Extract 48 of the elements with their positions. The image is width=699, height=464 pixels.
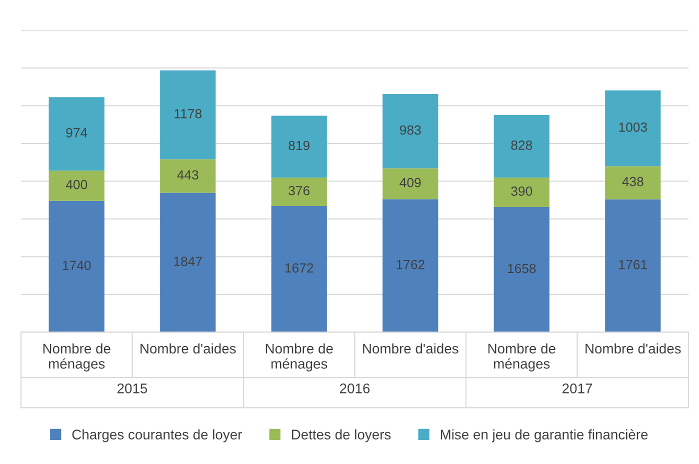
bar bbox=[271, 206, 327, 332]
data-label: 443 bbox=[177, 170, 198, 180]
bar bbox=[382, 199, 438, 332]
bar bbox=[48, 170, 104, 201]
bar bbox=[48, 97, 104, 171]
x-tick-label: Nombre de ménages bbox=[488, 343, 556, 372]
data-label: 409 bbox=[400, 178, 421, 188]
data-label: 828 bbox=[511, 140, 532, 150]
bar bbox=[605, 90, 661, 166]
data-label: 1762 bbox=[396, 260, 424, 270]
x-tick-label: Nombre d'aides bbox=[586, 343, 681, 354]
data-label: 983 bbox=[400, 125, 421, 135]
data-label: 390 bbox=[511, 186, 532, 196]
bar bbox=[494, 178, 550, 208]
data-label: 1178 bbox=[174, 109, 202, 118]
bar bbox=[271, 116, 327, 178]
text: 2016 bbox=[340, 384, 370, 394]
legend-label: Dettes de loyers bbox=[292, 429, 391, 442]
data-label: 438 bbox=[622, 176, 644, 186]
bar bbox=[382, 94, 438, 168]
bar bbox=[271, 178, 327, 206]
text: 2015 bbox=[117, 384, 148, 394]
legend-label: Charges courantes de loyer bbox=[72, 429, 242, 442]
text: 2017 bbox=[562, 384, 592, 394]
bar bbox=[605, 166, 661, 200]
data-label: 1740 bbox=[62, 260, 91, 270]
data-label: 974 bbox=[66, 128, 88, 138]
data-label: 1847 bbox=[174, 256, 202, 266]
x-tick-label: Nombre d'aides bbox=[140, 343, 236, 354]
bar bbox=[494, 207, 550, 332]
bar bbox=[605, 199, 661, 332]
data-label: 1672 bbox=[285, 263, 314, 273]
data-label: 819 bbox=[288, 140, 310, 150]
bar bbox=[160, 159, 216, 193]
x-tick-label: Nombre de ménages bbox=[43, 343, 110, 372]
bar bbox=[48, 200, 104, 332]
x-tick-label: Nombre d'aides bbox=[363, 343, 458, 354]
bar bbox=[160, 192, 216, 332]
data-label: 1761 bbox=[619, 260, 647, 270]
data-label: 1003 bbox=[619, 122, 647, 132]
x-tick-label: Nombre de ménages bbox=[266, 343, 333, 372]
data-label: 400 bbox=[66, 180, 88, 190]
data-label: 1658 bbox=[508, 264, 536, 274]
data-label: 376 bbox=[288, 186, 310, 196]
bar bbox=[160, 70, 216, 160]
bar bbox=[382, 168, 438, 200]
bar bbox=[494, 115, 550, 178]
legend-label: Mise en jeu de garantie financière bbox=[440, 429, 648, 442]
